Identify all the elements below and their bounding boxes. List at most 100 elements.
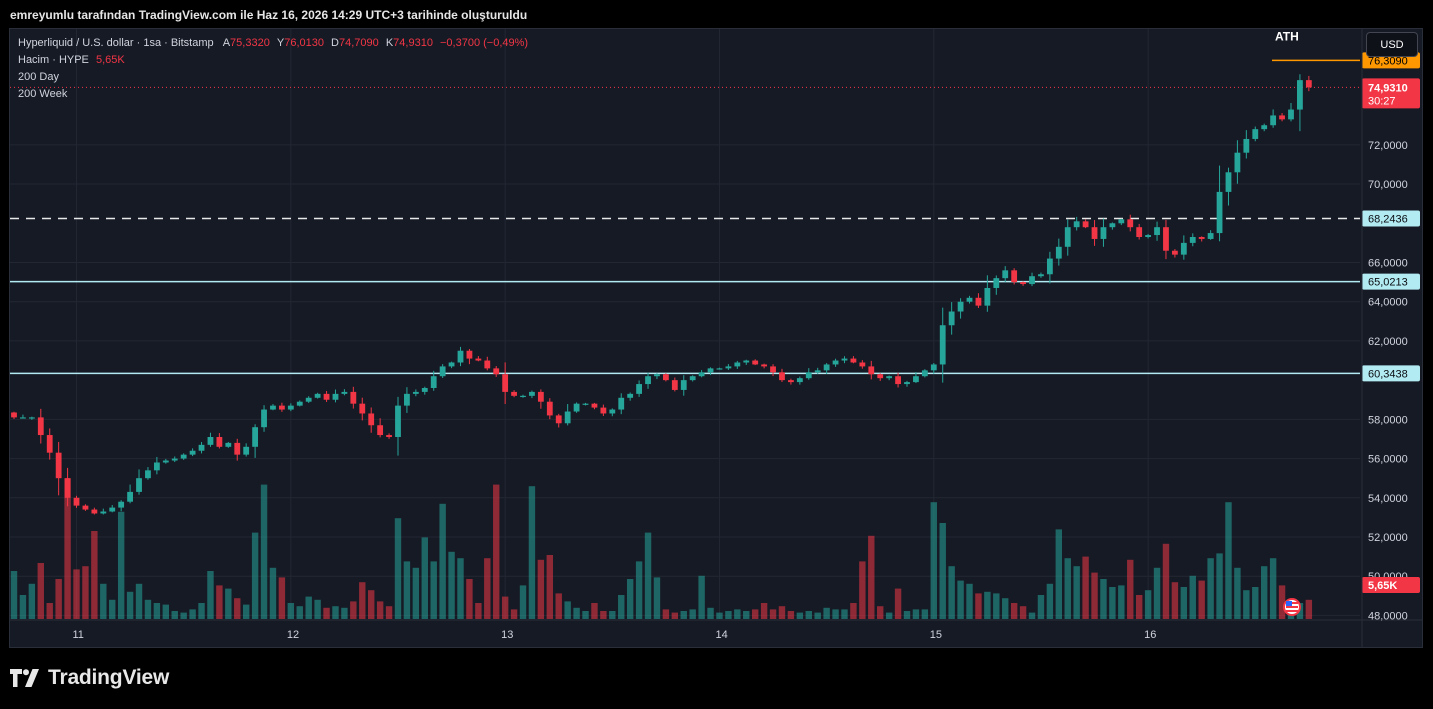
volume-bar <box>332 606 339 619</box>
volume-bar <box>644 532 652 619</box>
volume-bar <box>912 609 920 619</box>
candle-body <box>502 374 509 392</box>
candle-body <box>1073 221 1080 228</box>
volume-bar <box>555 593 562 619</box>
brand-name: TradingView <box>48 666 170 689</box>
volume-legend-row[interactable]: Hacim · HYPE 5,65K <box>18 52 528 69</box>
volume-bar <box>126 591 134 619</box>
price-axis-label: 64,0000 <box>1368 297 1408 309</box>
candle-body <box>395 405 401 437</box>
price-chart[interactable]: 48,000050,000052,000054,000056,000058,00… <box>10 29 1422 647</box>
volume-bar <box>457 558 464 619</box>
candle-body <box>1154 227 1160 236</box>
candle-body <box>725 366 732 369</box>
currency-button[interactable]: USD <box>1366 32 1418 57</box>
candle-body <box>350 391 357 404</box>
low-label: D <box>331 37 339 49</box>
candle-body <box>332 393 339 400</box>
candle-body <box>779 372 785 381</box>
volume-bar <box>1234 567 1241 619</box>
volume-bar <box>73 569 80 619</box>
candle-body <box>1145 235 1152 237</box>
volume-bar <box>198 603 205 619</box>
volume-bar <box>1144 590 1152 619</box>
chart-panel[interactable]: 48,000050,000052,000054,000056,000058,00… <box>9 28 1423 648</box>
candle-body <box>234 442 241 455</box>
volume-bar <box>868 535 875 619</box>
volume-bar <box>350 601 357 619</box>
ohlc-legend-row: Hyperliquid / U.S. dollar · 1sa · Bitsta… <box>18 35 528 52</box>
tradingview-brand[interactable]: TradingView <box>10 666 169 690</box>
candle-body <box>1172 250 1178 255</box>
volume-bar <box>787 611 795 619</box>
ma-200-day-legend[interactable]: 200 Day <box>18 71 59 83</box>
chart-caption: emreyumlu tarafından TradingView.com ile… <box>10 8 528 22</box>
candle-body <box>118 501 125 508</box>
candle-body <box>341 391 348 394</box>
volume-bar <box>484 558 491 619</box>
candle-body <box>127 491 133 502</box>
candle-body <box>1011 270 1018 283</box>
ma-200-week-legend[interactable]: 200 Week <box>18 88 68 100</box>
price-axis-label: 58,0000 <box>1368 414 1408 426</box>
candle-body <box>421 387 428 392</box>
candle-body <box>859 362 866 367</box>
price-axis-label: 72,0000 <box>1368 140 1408 152</box>
volume-bar <box>626 579 634 619</box>
volume-bar <box>1127 559 1134 619</box>
candle-body <box>1216 191 1223 234</box>
volume-bar <box>1002 598 1009 619</box>
volume-bar <box>975 593 982 619</box>
volume-bar <box>216 585 223 619</box>
volume-bar <box>1216 553 1223 619</box>
volume-bar <box>10 571 18 619</box>
volume-bar <box>564 601 571 619</box>
candle-body <box>1100 227 1107 239</box>
volume-bar <box>510 609 518 619</box>
candle-body <box>1270 115 1277 126</box>
candle-body <box>1189 237 1196 243</box>
volume-bar <box>832 609 839 619</box>
candle-body <box>216 437 223 447</box>
candle-body <box>636 384 642 394</box>
volume-bar <box>376 601 384 619</box>
volume-bar <box>903 611 911 619</box>
volume-bar <box>734 609 741 619</box>
candle-body <box>1279 115 1285 120</box>
price-axis-label: 62,0000 <box>1368 336 1408 348</box>
candle-body <box>877 374 884 379</box>
candle-body <box>930 364 937 371</box>
volume-bar <box>314 599 321 619</box>
candle-body <box>609 409 616 414</box>
volume-bar <box>1180 587 1188 619</box>
symbol-title[interactable]: Hyperliquid / U.S. dollar · 1sa · Bitsta… <box>18 37 214 49</box>
volume-bar <box>296 606 303 619</box>
candle-body <box>618 397 625 410</box>
volume-bar <box>305 596 312 619</box>
candle-body <box>91 509 98 514</box>
candle-body <box>457 350 464 363</box>
volume-bar <box>948 566 955 619</box>
volume-bar <box>751 609 759 619</box>
candle-body <box>243 446 250 455</box>
candle-body <box>913 376 919 383</box>
last-volume-label: 5,65K <box>1368 580 1397 592</box>
candle-body <box>743 360 750 363</box>
volume-bar <box>225 588 232 619</box>
volume-bar <box>421 537 428 619</box>
candle-body <box>805 372 812 379</box>
candle-body <box>225 442 232 447</box>
volume-bar <box>698 575 705 619</box>
candle-body <box>1055 246 1062 259</box>
candle-body <box>654 374 660 377</box>
volume-bar <box>1207 558 1214 619</box>
candle-body <box>895 376 901 385</box>
volume-bar <box>1153 567 1161 619</box>
volume-bar <box>1109 587 1116 619</box>
volume-bar <box>662 609 670 619</box>
us-flag-icon <box>1283 598 1301 616</box>
candle-body <box>11 412 17 418</box>
volume-bar <box>1135 595 1143 619</box>
candle-body <box>1207 233 1214 239</box>
volume-bar <box>725 611 732 619</box>
